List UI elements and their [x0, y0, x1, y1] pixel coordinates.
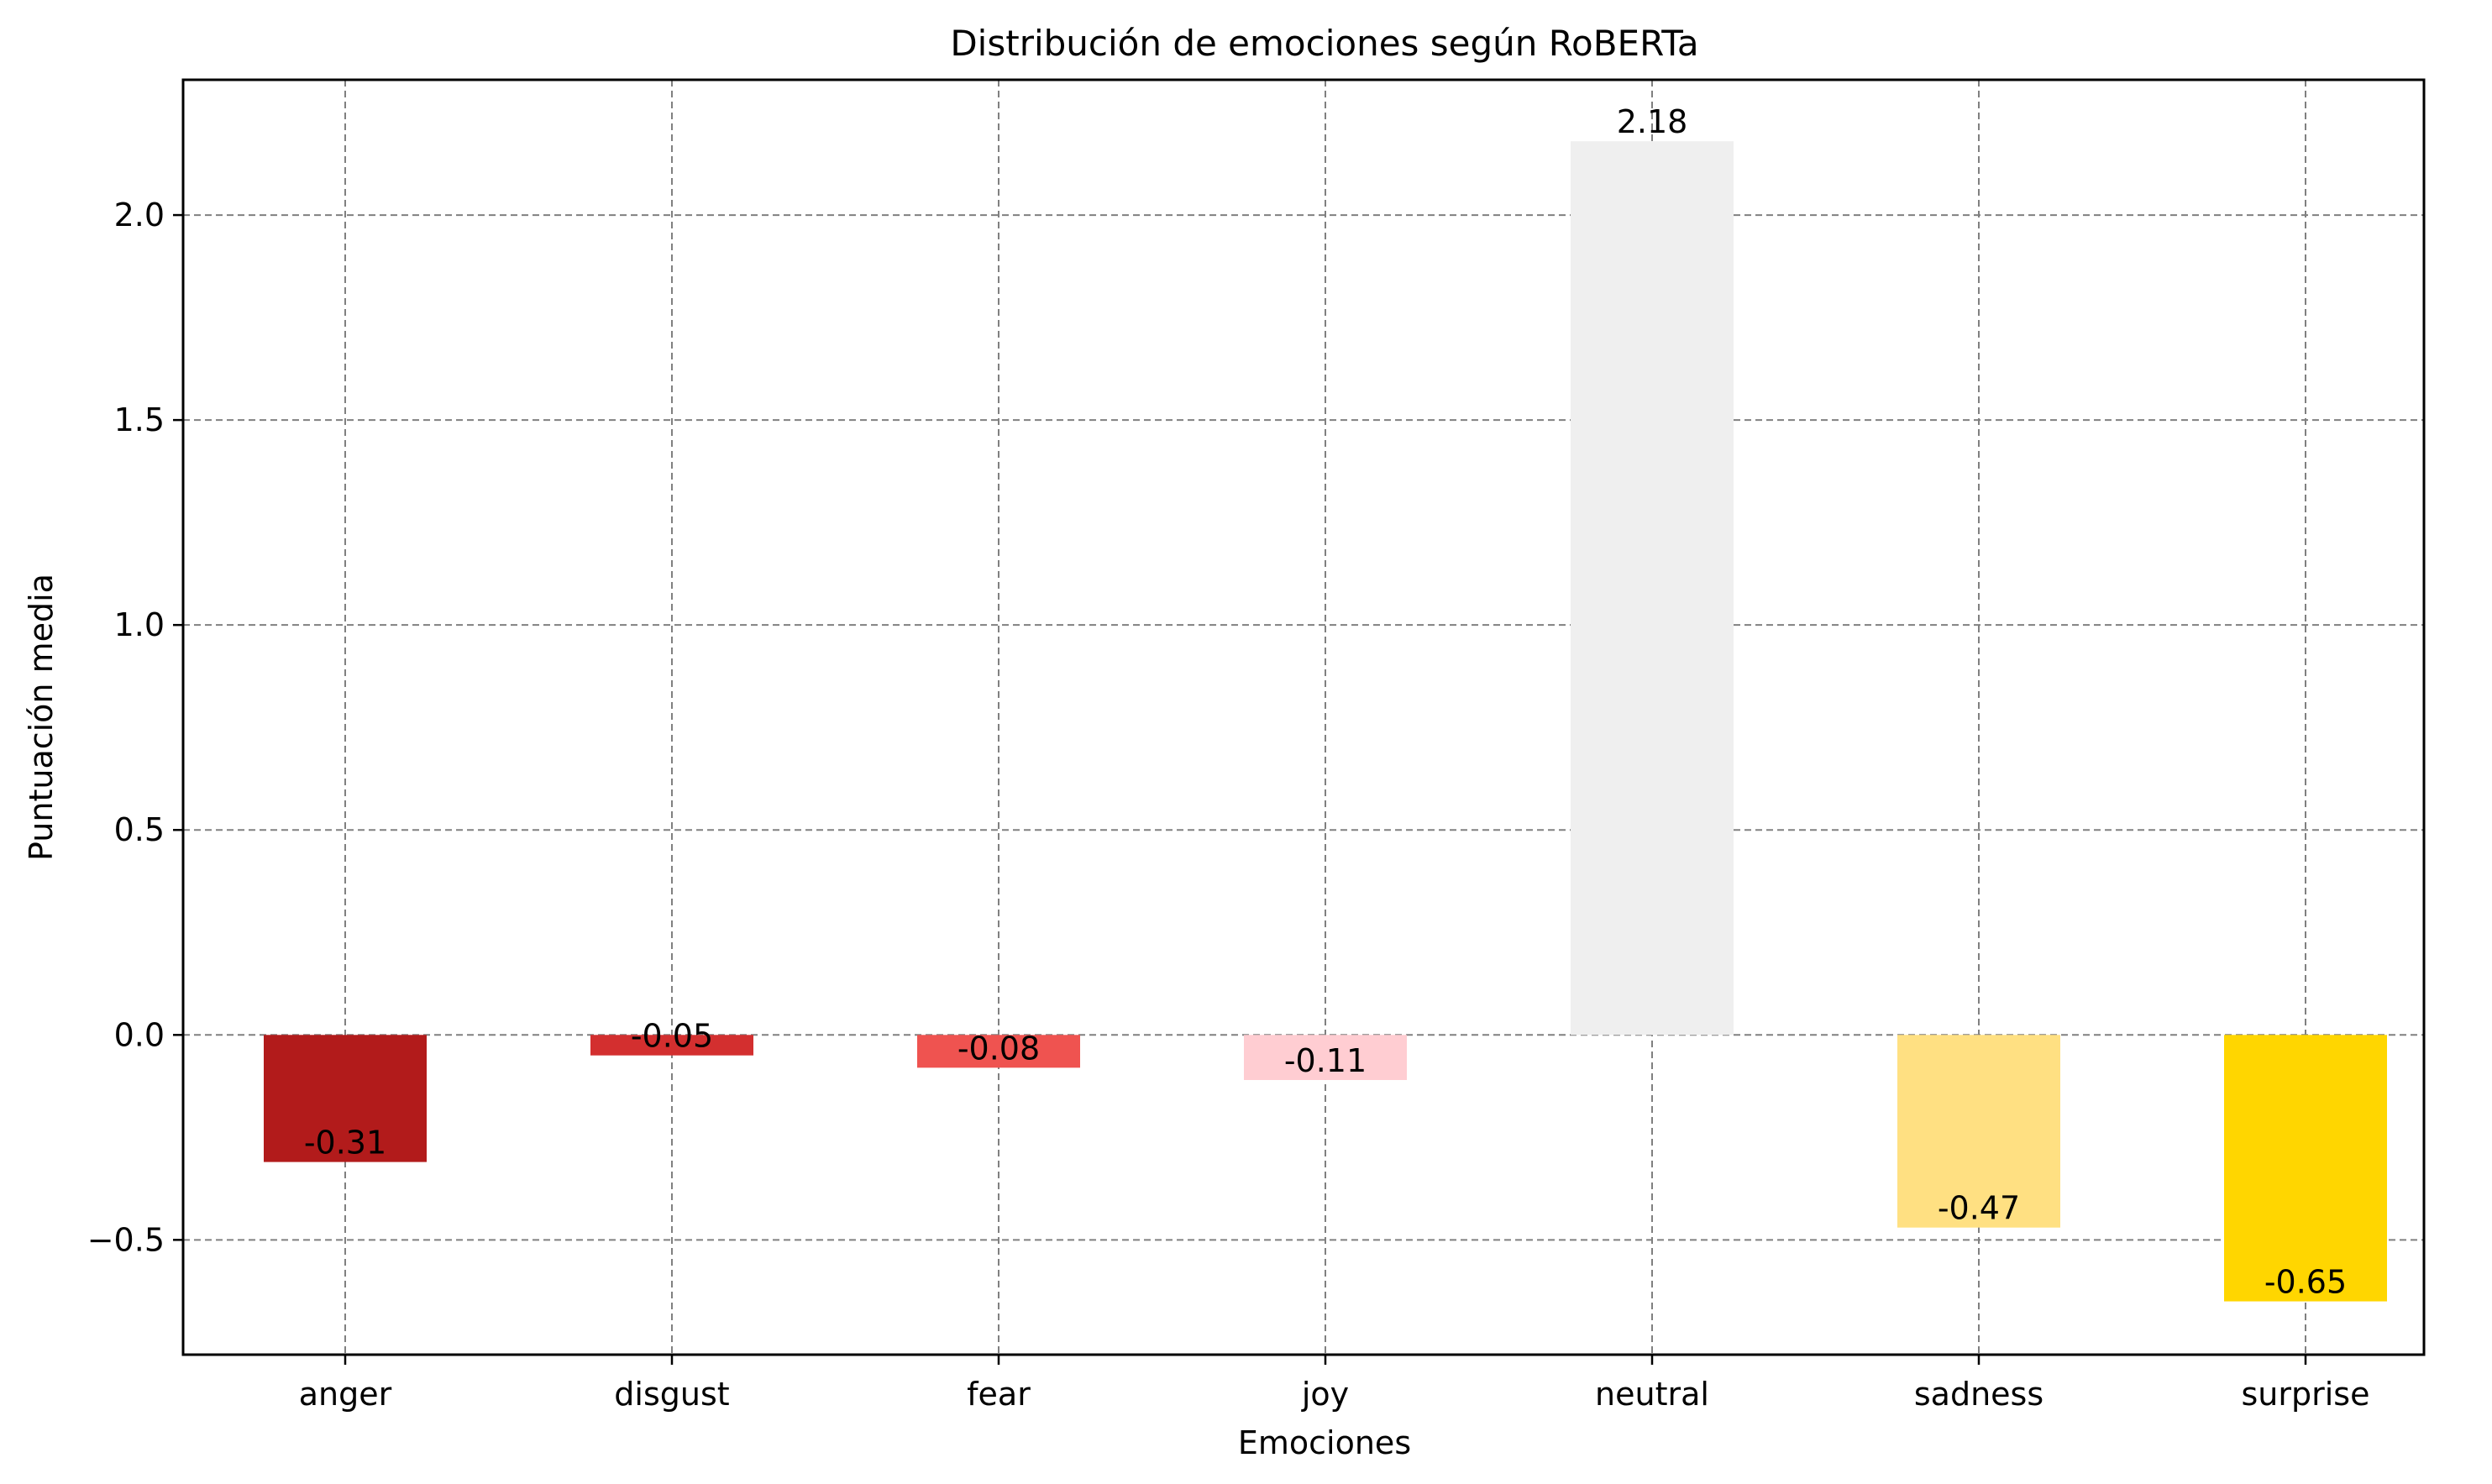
bar-neutral — [1571, 141, 1734, 1036]
x-tick-label-fear: fear — [967, 1376, 1031, 1413]
data-label-neutral: 2.18 — [1617, 103, 1688, 140]
y-tick-label: 1.5 — [114, 401, 165, 438]
chart-title: Distribución de emociones según RoBERTa — [950, 23, 1698, 64]
y-tick-label: 1.0 — [114, 606, 165, 643]
bar-surprise — [2224, 1035, 2387, 1302]
bar-joy — [1244, 1035, 1407, 1080]
x-tick-label-surprise: surprise — [2242, 1376, 2370, 1413]
x-tick-label-joy: joy — [1301, 1376, 1349, 1413]
plot-frame — [181, 78, 2426, 1356]
y-axis-label: Puntuación media — [23, 574, 60, 861]
y-tick-label: −0.5 — [87, 1221, 165, 1258]
bar-sadness — [1897, 1035, 2060, 1228]
x-tick-label-anger: anger — [299, 1376, 392, 1413]
x-tick-label-sadness: sadness — [1914, 1376, 2043, 1413]
x-axis-label: Emociones — [1238, 1424, 1411, 1461]
bar-disgust — [590, 1035, 753, 1056]
data-label-fear: -0.08 — [957, 1030, 1040, 1067]
data-label-sadness: -0.47 — [1938, 1190, 2020, 1227]
data-label-disgust: -0.05 — [631, 1018, 713, 1055]
y-tick-label: 0.5 — [114, 811, 165, 848]
x-tick-label-disgust: disgust — [614, 1376, 729, 1413]
y-tick-label: 0.0 — [114, 1016, 165, 1053]
y-tick-label: 2.0 — [114, 197, 165, 233]
axis-ticks — [173, 213, 2307, 1365]
data-label-surprise: -0.65 — [2264, 1264, 2347, 1301]
bar-anger — [264, 1035, 427, 1162]
bar-fear — [917, 1035, 1080, 1068]
data-label-joy: -0.11 — [1284, 1042, 1367, 1079]
data-label-anger: -0.31 — [304, 1125, 386, 1162]
bars — [264, 141, 2387, 1302]
data-labels: -0.31 -0.05 -0.08 -0.11 2.18 -0.47 -0.65 — [304, 103, 2347, 1300]
x-tick-label-neutral: neutral — [1595, 1376, 1709, 1413]
